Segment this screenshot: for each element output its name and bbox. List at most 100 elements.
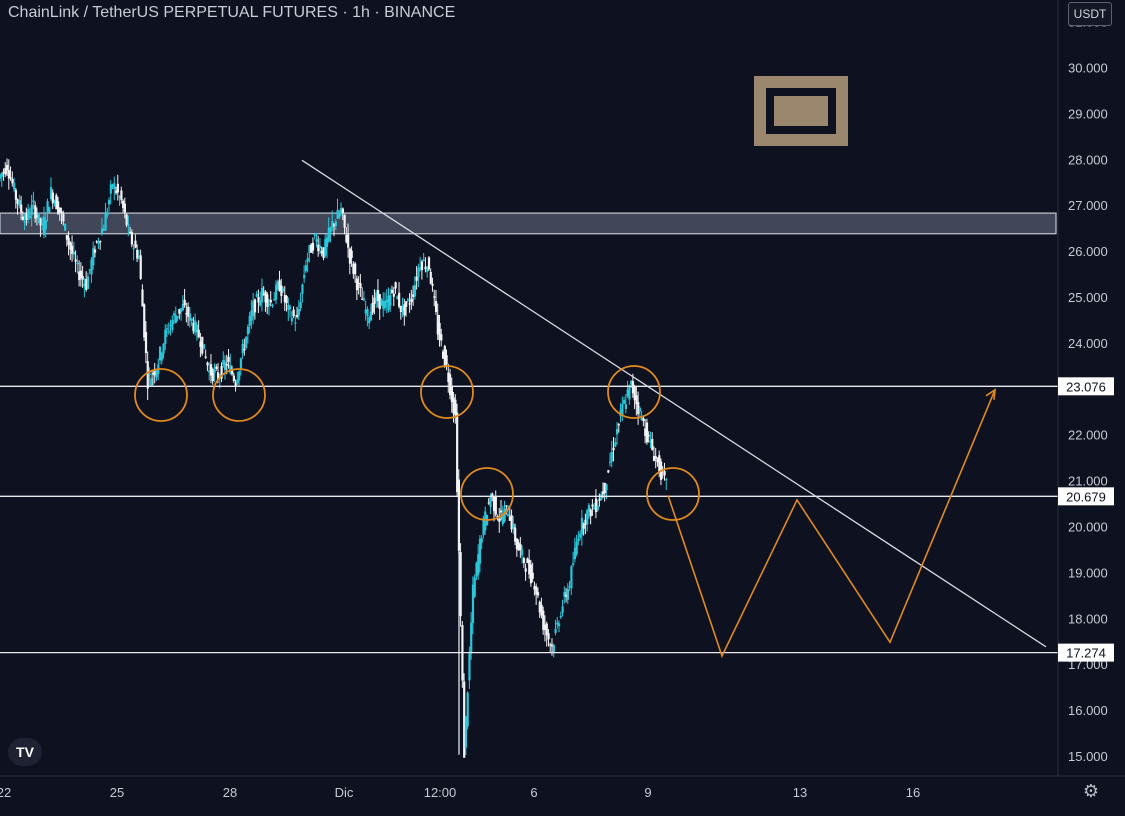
chart-title: ChainLink / TetherUS PERPETUAL FUTURES ·… [8,4,455,22]
candle-body [584,519,587,525]
exchange-label: BINANCE [384,4,456,21]
candle-body [361,298,364,300]
candle-body [271,304,274,307]
candle-body [598,498,601,501]
interval-label[interactable]: 1h [352,4,370,21]
candle-body [482,518,485,535]
candle-body [317,244,320,252]
candle-body [220,366,223,379]
candle-body [449,374,452,396]
price-axis[interactable]: 15.00016.00017.00018.00019.00020.00021.0… [1057,0,1114,776]
candle-body [83,283,86,286]
candle-body [568,586,571,588]
candle-body [652,456,656,461]
x-tick-label: 12:00 [424,785,457,800]
touch-circle-marker[interactable] [134,368,188,422]
candle-body [208,370,211,373]
candle-body [250,310,253,321]
candle-body [596,505,599,511]
candle-body [215,366,218,369]
candle-body [549,644,552,646]
candle-body [301,284,304,294]
candle-body [398,292,401,307]
y-tick-label: 18.000 [1068,611,1108,626]
candle-body [477,554,480,575]
candle-body [420,261,424,271]
candle-body [412,294,415,297]
projection-path[interactable] [667,389,996,659]
candle-body [116,183,119,193]
candle-body [173,313,176,316]
candle-body [427,257,431,270]
candle-body [308,245,311,253]
y-tick-label: 25.000 [1068,290,1108,305]
candle-body [21,216,25,220]
y-tick-label: 16.000 [1068,703,1108,718]
candle-body [580,517,584,535]
candle-body [229,364,232,374]
candle-body [122,200,125,208]
candle-body [424,266,427,270]
candle-body [311,242,315,251]
candle-body [470,622,473,654]
candle-body [4,167,7,175]
touch-circle-marker[interactable] [607,365,661,419]
candle-body [155,370,158,378]
candle-body [171,320,174,331]
candle-body [109,184,112,194]
candle-body [255,293,258,297]
candle-body [433,296,436,298]
title-separator: · [369,4,385,21]
candle-body [213,370,216,374]
y-tick-label: 28.000 [1068,152,1108,167]
touch-circle-marker[interactable] [420,365,474,419]
candle-body [130,232,134,245]
candle-body [51,192,54,204]
time-axis[interactable]: 22 25 28 Dic 12:00 6 9 13 16 [0,775,1125,800]
candle-body [232,375,235,381]
candle-body [512,524,515,529]
x-tick-label: 25 [110,785,124,800]
candle-body [340,208,343,214]
gear-icon[interactable]: ⚙ [1082,781,1100,801]
candle-body [79,270,83,278]
candle-body [231,370,234,375]
symbol-name[interactable]: ChainLink / TetherUS PERPETUAL FUTURES [8,4,338,21]
candle-body [137,256,141,258]
candle-body [654,456,657,459]
candle-body [658,455,661,473]
tradingview-logo-icon[interactable]: TV [8,738,42,766]
touch-circle-marker[interactable] [212,368,266,422]
y-tick-label: 20.000 [1068,520,1108,535]
candle-body [236,379,239,384]
drawings [0,159,1058,659]
price-label-box [1058,643,1114,662]
candle-body [466,692,469,727]
candle-body [92,248,95,266]
candle-body [475,562,478,577]
candle-body [508,516,511,521]
candle-body [405,301,408,307]
candle-body [253,299,257,313]
candle-body [9,177,12,179]
logo-mark [774,96,828,126]
currency-button[interactable]: USDT [1068,2,1112,26]
candle-body [327,227,330,242]
x-tick-label: 6 [530,785,537,800]
candle-body [222,359,225,366]
candle-body [623,399,626,404]
candle-body [637,402,640,414]
candle-body [320,250,323,254]
candle-body [656,457,659,463]
touch-circle-marker[interactable] [460,467,514,521]
candle-body [644,428,647,437]
candle-body [464,716,468,748]
candle-body [494,497,497,515]
candle-body [529,564,533,584]
y-tick-label: 21.000 [1068,474,1108,489]
candle-body [528,560,531,575]
candle-body [626,389,629,397]
touch-circle-marker[interactable] [646,467,700,521]
candle-body [540,604,543,616]
